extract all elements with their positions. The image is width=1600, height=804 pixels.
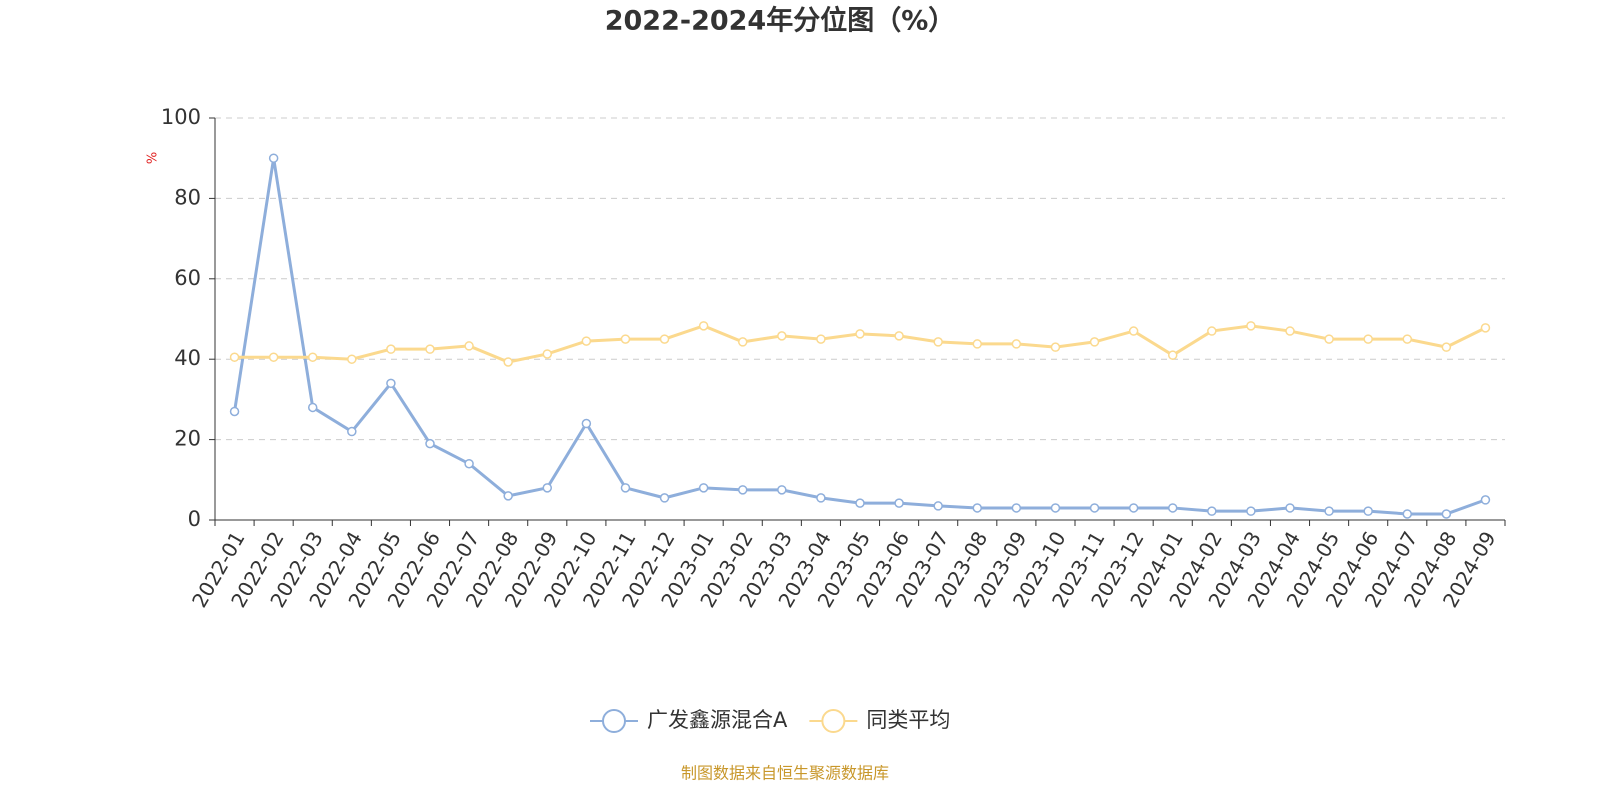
legend-label: 同类平均 (866, 708, 950, 732)
data-point (1441, 342, 1452, 352)
data-point (1207, 506, 1217, 516)
data-point (1011, 503, 1022, 513)
data-point (698, 321, 709, 331)
data-point (1441, 509, 1452, 519)
data-point (503, 491, 513, 501)
data-point (268, 352, 279, 362)
data-point (1480, 495, 1491, 505)
data-point (1050, 503, 1061, 513)
data-point (933, 501, 943, 511)
chart-title: 2022-2024年分位图（%） (605, 5, 956, 37)
data-point (1285, 326, 1295, 336)
y-tick-label: 20 (174, 427, 201, 451)
data-point (268, 153, 279, 163)
data-point (1167, 503, 1178, 513)
data-point (464, 341, 474, 351)
data-point (659, 493, 670, 503)
data-point (425, 344, 435, 354)
data-point (816, 334, 826, 344)
data-point (581, 336, 592, 346)
data-point (542, 349, 553, 359)
data-point (1363, 334, 1373, 344)
data-point (1480, 323, 1491, 333)
data-point (307, 402, 318, 413)
data-point (1246, 506, 1256, 516)
data-point (777, 485, 787, 495)
data-point (855, 329, 865, 339)
data-point (1324, 334, 1334, 344)
data-point (620, 334, 631, 344)
data-point (581, 418, 592, 429)
data-point (737, 485, 748, 495)
data-point (464, 458, 474, 469)
data-point (1128, 503, 1139, 513)
legend-marker (821, 709, 846, 733)
data-point (698, 483, 709, 493)
data-point (855, 498, 865, 508)
data-point (347, 354, 357, 364)
data-point (933, 337, 943, 347)
data-point (777, 331, 787, 341)
data-point (229, 406, 240, 417)
data-point (1402, 509, 1413, 519)
data-point (1167, 350, 1178, 360)
data-point (425, 438, 435, 449)
data-point (972, 503, 983, 513)
data-point (1324, 506, 1334, 516)
data-point (894, 498, 904, 508)
data-point (659, 334, 670, 344)
data-point (1011, 339, 1022, 349)
data-point (1363, 506, 1373, 516)
data-point (1285, 503, 1295, 513)
data-point (816, 493, 826, 503)
data-point (229, 352, 240, 362)
data-point (347, 426, 357, 437)
data-point (503, 357, 513, 367)
y-tick-label: 0 (188, 507, 201, 531)
data-point (1089, 503, 1100, 513)
data-point (972, 339, 983, 349)
y-axis-label: % (146, 152, 161, 164)
data-point (386, 378, 396, 389)
legend-marker (602, 709, 626, 733)
data-point (1246, 321, 1256, 331)
data-point (1128, 326, 1139, 336)
data-point (542, 483, 553, 493)
data-point (1207, 326, 1217, 336)
y-tick-label: 80 (174, 185, 201, 209)
source-note: 制图数据来自恒生聚源数据库 (681, 764, 889, 783)
y-tick-label: 40 (174, 346, 201, 370)
y-tick-label: 60 (174, 266, 201, 290)
y-tick-label: 100 (161, 105, 201, 129)
data-point (737, 337, 748, 347)
data-point (1050, 342, 1061, 352)
data-point (1402, 334, 1413, 344)
data-point (620, 483, 631, 493)
data-point (386, 344, 396, 354)
legend-label: 广发鑫源混合A (647, 708, 788, 732)
data-point (307, 352, 318, 362)
data-point (1089, 337, 1100, 347)
data-point (894, 331, 904, 341)
